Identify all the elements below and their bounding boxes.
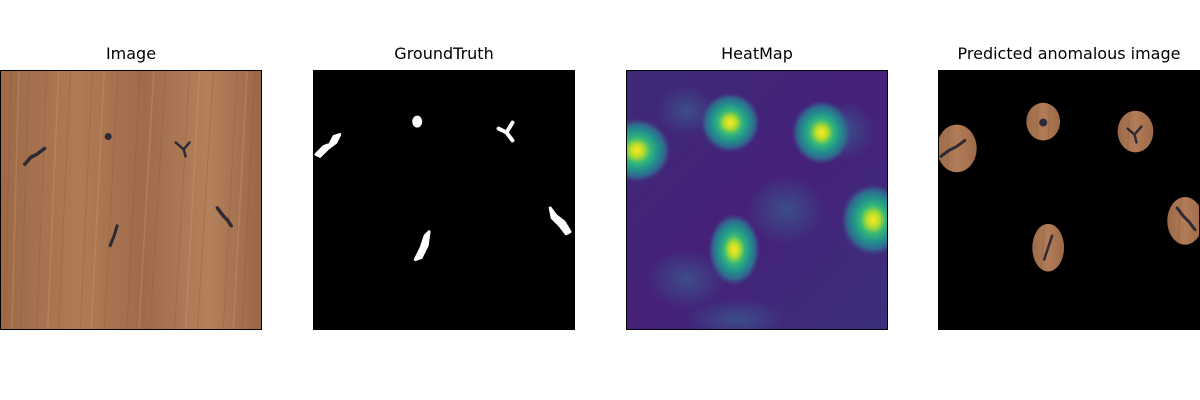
crack-defect-y: [174, 141, 191, 158]
mask-region-right: [548, 206, 572, 236]
wood-defects: [23, 133, 233, 248]
mask-background: [314, 71, 574, 329]
hot-spot-top: [700, 92, 760, 153]
mask-region-hole: [412, 115, 423, 128]
predicted-crack-y: [1126, 125, 1143, 144]
hot-spot-center: [708, 213, 760, 286]
groundtruth-mask: [314, 71, 574, 329]
hot-spot-top-right: [791, 100, 852, 165]
heatmap: [627, 71, 887, 329]
groundtruth-panel-title: GroundTruth: [394, 44, 494, 63]
predicted-crack-left: [939, 138, 967, 158]
mask-regions: [314, 115, 572, 262]
wood-image: [1, 71, 261, 329]
crack-defect-right: [215, 206, 233, 228]
predicted-background: [939, 71, 1199, 329]
image-panel-title: Image: [105, 44, 157, 63]
hot-spot-right: [841, 184, 887, 256]
wood-grain-light: [11, 71, 248, 329]
wood-grain: [4, 71, 256, 329]
hot-spot-left: [627, 118, 671, 183]
predicted-region-left: [939, 124, 977, 173]
heatmap-panel: [626, 70, 888, 330]
hole-defect: [104, 133, 112, 140]
wood-surface: [1, 71, 261, 329]
image-panel: [0, 70, 262, 330]
predicted-defects: [939, 118, 1197, 261]
predicted-panel-title: Predicted anomalous image: [957, 44, 1181, 63]
predicted-hole: [1039, 118, 1048, 127]
predicted-panel: [938, 70, 1200, 330]
predicted-image: [939, 71, 1199, 329]
crack-defect-left: [23, 146, 47, 167]
mask-region-left: [314, 133, 342, 158]
heatmap-hot-spots: [627, 92, 887, 286]
mask-region-center: [413, 230, 431, 262]
predicted-regions: [939, 102, 1199, 272]
predicted-grain: [946, 104, 1182, 270]
heatmap-panel-title: HeatMap: [721, 44, 793, 63]
mask-region-y: [496, 120, 515, 143]
predicted-crack-center: [1042, 234, 1054, 261]
groundtruth-panel: [313, 70, 575, 330]
predicted-region-right: [1167, 197, 1199, 245]
predicted-crack-right: [1175, 206, 1197, 232]
crack-defect-center: [108, 224, 119, 248]
